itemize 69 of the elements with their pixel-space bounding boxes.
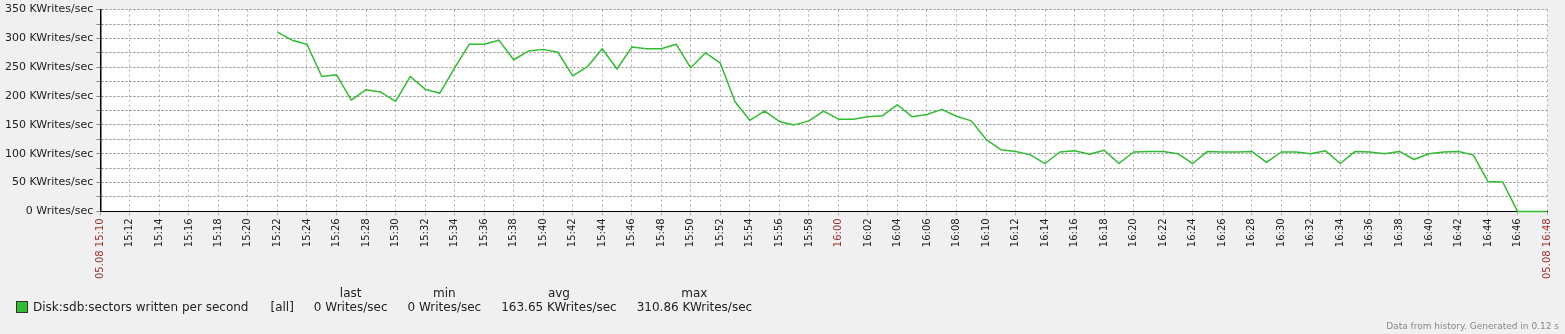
x-tick-label: 16:32	[1304, 218, 1316, 248]
x-tick-label: 15:36	[477, 218, 489, 248]
x-tick-label: 15:22	[271, 218, 283, 248]
x-tick-label: 15:46	[625, 218, 637, 248]
x-tick-label: 16:06	[920, 218, 932, 248]
x-tick-label: 16:02	[861, 218, 873, 248]
x-tick-label: 15:56	[772, 218, 784, 248]
x-tick-label: 15:34	[448, 218, 460, 248]
y-tick-label: 0 Writes/sec	[25, 204, 94, 218]
x-tick-label: 15:58	[802, 218, 814, 248]
x-tick-label: 16:36	[1363, 218, 1375, 248]
x-tick-label: 16:40	[1422, 218, 1434, 248]
y-tick-label: 50 KWrites/sec	[11, 175, 94, 189]
x-tick-label: 15:18	[212, 218, 223, 248]
text: Data from history. Generated in 0.12 s	[1386, 321, 1559, 331]
legend-label: Disk:sdb:sectors written per second	[33, 300, 249, 314]
x-tick-label: 15:24	[300, 218, 312, 248]
x-tick-label: 16:16	[1068, 218, 1080, 248]
text: max	[681, 286, 708, 300]
x-tick-label: 16:24	[1186, 218, 1198, 248]
x-tick-label: 16:18	[1097, 218, 1109, 248]
x-tick-label: 16:30	[1274, 218, 1286, 248]
y-tick-label: 300 KWrites/sec	[4, 31, 94, 45]
x-tick-label: 16:46	[1511, 218, 1523, 248]
y-tick-label: 200 KWrites/sec	[4, 88, 94, 102]
x-tick-label: 16:10	[979, 218, 991, 248]
x-tick-label: 16:14	[1038, 218, 1050, 248]
x-tick-label: 15:26	[330, 218, 342, 248]
x-tick-label: 15:40	[536, 218, 548, 248]
x-tick-label: 16:38	[1392, 218, 1404, 248]
x-tick-label: 15:30	[389, 218, 401, 248]
x-tick-label: 16:34	[1333, 218, 1345, 248]
x-tick-label: 15:16	[182, 218, 194, 248]
x-tick-label: 16:26	[1215, 218, 1227, 248]
text: [all]	[270, 300, 294, 314]
x-tick-label: 16:08	[950, 218, 962, 248]
x-tick-label: 16:20	[1127, 218, 1139, 248]
x-tick-label: 15:28	[359, 218, 371, 248]
x-tick-label: 15:52	[713, 218, 725, 248]
y-tick-label: 250 KWrites/sec	[4, 60, 94, 74]
x-tick-label: 15:38	[507, 218, 519, 248]
x-tick-label: 16:00	[832, 218, 844, 248]
y-tick-label: 100 KWrites/sec	[4, 146, 94, 160]
y-tick-label: 350 KWrites/sec	[4, 2, 94, 16]
x-tick-label: 15:12	[123, 218, 135, 248]
x-tick-label: 15:14	[152, 218, 164, 248]
x-tick-label: 15:50	[684, 218, 696, 248]
x-tick-label: 16:12	[1009, 218, 1021, 248]
text: 0 Writes/sec	[313, 300, 388, 314]
y-tick-label: 150 KWrites/sec	[4, 117, 94, 131]
x-tick-label: 16:42	[1452, 218, 1464, 248]
x-tick-label: 15:32	[418, 218, 430, 248]
x-tick-label: 15:42	[566, 218, 578, 248]
text: 163.65 KWrites/sec	[501, 300, 617, 314]
text: min	[433, 286, 456, 300]
x-tick-label: 05.08 16:48	[1540, 218, 1552, 279]
x-tick-label: 16:22	[1156, 218, 1168, 248]
x-tick-label: 15:20	[241, 218, 253, 248]
x-tick-label: 16:28	[1245, 218, 1257, 248]
x-tick-label: 15:44	[595, 218, 607, 248]
x-tick-label: 05.08 15:10	[93, 218, 105, 279]
text: avg	[547, 286, 570, 300]
x-tick-label: 16:04	[891, 218, 903, 248]
x-tick-label: 16:44	[1481, 218, 1493, 248]
text: 310.86 KWrites/sec	[636, 300, 753, 314]
text: 0 Writes/sec	[407, 300, 482, 314]
x-tick-label: 15:48	[654, 218, 666, 248]
x-tick-label: 15:54	[743, 218, 755, 248]
text: last	[339, 286, 362, 300]
